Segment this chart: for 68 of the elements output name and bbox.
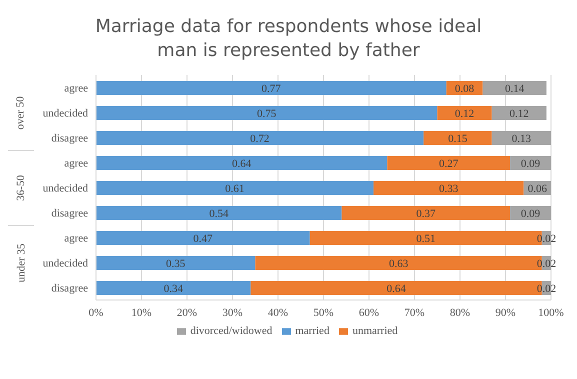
data-label: 0.54 (209, 208, 229, 220)
x-tick-label: 90% (495, 306, 516, 319)
data-label: 0.77 (262, 82, 282, 95)
data-label: 0.51 (416, 232, 436, 245)
x-tick-label: 30% (222, 306, 243, 319)
bar (437, 106, 492, 120)
y-tick-label: agree (64, 232, 88, 244)
text: under 35 (15, 244, 28, 282)
data-label: 0.08 (454, 82, 475, 95)
bar (482, 81, 546, 95)
legend-label: married (295, 325, 330, 337)
bar (96, 231, 310, 245)
bar (96, 106, 438, 120)
data-label: 0.35 (166, 258, 186, 270)
data-label: 0.75 (257, 108, 277, 120)
y-tick-label: agree (64, 157, 88, 170)
bar (96, 81, 446, 95)
bar (96, 206, 342, 220)
legend-label: divorced/widowed (190, 325, 272, 337)
y-tick-label: disagree (51, 282, 88, 294)
x-tick-label: 70% (404, 306, 425, 319)
data-label: 0.63 (388, 258, 409, 270)
x-tick-label: 50% (313, 306, 334, 319)
text: 36-50 (14, 175, 27, 201)
y-tick-label: disagree (51, 132, 88, 144)
data-label: 0.15 (448, 132, 468, 145)
x-tick-label: 60% (358, 306, 380, 319)
y-tick-label: undecided (42, 182, 88, 194)
data-label: 0.09 (520, 208, 541, 220)
bar (342, 206, 510, 220)
y-tick-label: undecided (42, 107, 88, 120)
data-label: 0.27 (439, 158, 459, 170)
y-tick-label: agree (64, 82, 88, 94)
data-label: 0.13 (512, 132, 532, 145)
data-label: 0.06 (528, 182, 548, 195)
x-tick-label: 80% (450, 306, 470, 319)
bar (96, 281, 251, 295)
data-label: 0.09 (520, 158, 541, 170)
x-tick-label: 40% (268, 306, 288, 319)
y-tick-label: disagree (51, 207, 88, 220)
data-label: 0.61 (225, 182, 244, 195)
data-label: 0.64 (386, 282, 406, 295)
x-tick-label: 0% (88, 306, 104, 319)
data-label: 0.14 (504, 82, 525, 95)
data-label: 0.37 (416, 208, 436, 220)
data-label: 0.12 (454, 108, 474, 120)
chart-title: Marriage data for respondents whose ideal man is represented by father (94, 15, 483, 63)
data-label: 0.64 (232, 158, 252, 170)
bar (374, 181, 524, 195)
data-label: 0.33 (439, 182, 459, 195)
bar (96, 181, 374, 195)
bar (96, 131, 424, 145)
x-tick-label: 100% (538, 306, 564, 319)
bar (387, 156, 510, 170)
data-label: 0.12 (510, 108, 529, 120)
x-tick-label: 20% (176, 306, 198, 319)
text: over 50 (15, 96, 28, 130)
legend-label: unmarried (352, 325, 398, 337)
data-label: 0.47 (193, 232, 214, 245)
bar (96, 156, 388, 170)
bar (96, 256, 256, 270)
bar (492, 131, 551, 145)
data-label: 0.34 (164, 282, 184, 295)
y-tick-label: undecided (42, 257, 88, 270)
x-tick-label: 10% (131, 306, 152, 319)
bar (424, 131, 492, 145)
bar (492, 106, 546, 120)
data-label: 0.72 (250, 132, 270, 145)
